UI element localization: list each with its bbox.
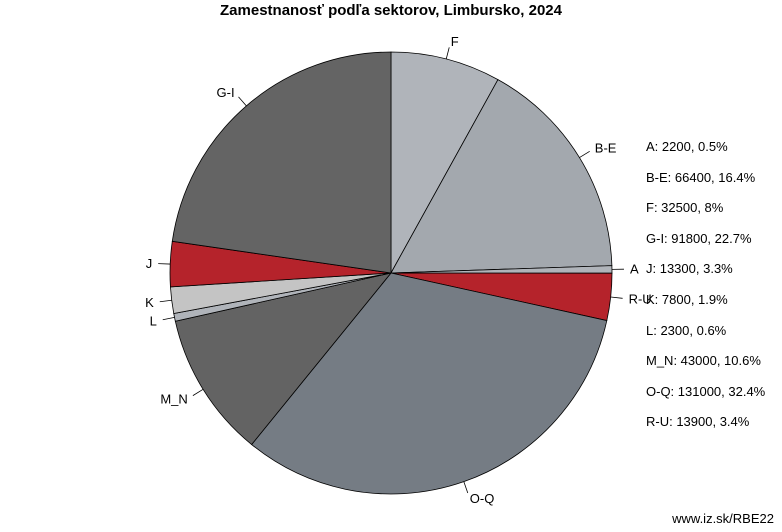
leader-line-b-e [579,150,590,158]
legend-item-k: K: 7800, 1.9% [646,291,728,307]
legend-item-b-e: B-E: 66400, 16.4% [646,169,756,185]
slice-label-k: K [145,295,154,310]
legend-item-r-u: R-U: 13900, 3.4% [646,414,750,430]
leader-line-m-n [192,388,204,396]
pie-slice-b-e [390,79,613,274]
slice-label-g-i: G-I [217,85,235,100]
slice-label-b-e: B-E [595,141,617,156]
legend: A: 2200, 0.5% B-E: 66400, 16.4% F: 32500… [646,132,765,438]
pie-slice-g-i [171,51,392,274]
leader-line-o-q [463,481,469,494]
pie-slice-o-q [251,272,608,495]
slice-label-j: J [146,256,153,271]
legend-item-f: F: 32500, 8% [646,200,724,216]
slice-label-m-n: M_N [160,391,187,406]
legend-item-l: L: 2300, 0.6% [646,322,727,338]
leader-line-r-u [610,296,623,299]
source-credit[interactable]: www.iz.sk/RBE22 [672,511,774,526]
leader-line-k [159,299,172,303]
slice-label-f: F [451,34,459,49]
pie-slice-f [390,51,499,274]
legend-item-m-n: M_N: 43000, 10.6% [646,353,761,369]
legend-item-j: J: 13300, 3.3% [646,261,733,277]
slice-label-r-u: R-U [629,291,652,306]
legend-item-a: A: 2200, 0.5% [646,139,728,154]
legend-item-g-i: G-I: 91800, 22.7% [646,230,752,246]
leader-line-l [162,316,175,321]
slice-label-l: L [150,313,157,328]
chart-title: Zamestnanosť podľa sektorov, Limbursko, … [220,2,562,19]
slice-label-o-q: O-Q [470,491,495,506]
legend-item-o-q: O-Q: 131000, 32.4% [646,383,766,399]
leader-line-f [445,47,450,60]
slice-label-a: A [630,262,639,277]
leader-line-g-i [238,96,247,107]
